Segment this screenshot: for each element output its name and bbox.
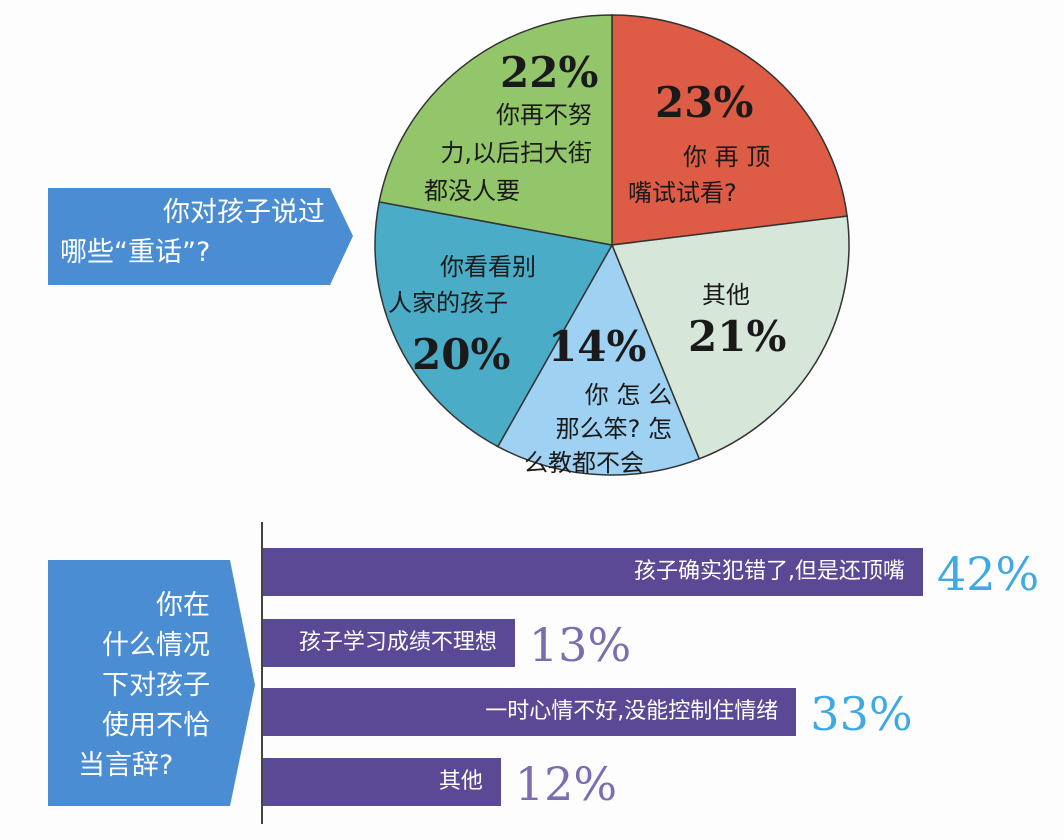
pie-slice [378,14,613,246]
pie-value-23: 23% [655,78,754,127]
pie-slice [610,215,850,460]
pie-label-line: 么教都不会 [524,449,644,477]
pie-label-line: 你 再 顶 [683,143,771,171]
pie-label-line: 你 怎 么 [584,381,672,409]
bar-value-label: 33% [810,687,913,741]
bar-value-label: 42% [936,547,1040,601]
pie-slice [496,243,701,476]
pie-slice [374,201,614,448]
pie-label-line: 嘴试试看? [628,179,737,207]
bar-label: 一时心情不好,没能控制住情绪 [485,699,779,724]
pie-label-line: 那么笨? 怎 [555,415,672,443]
pie-value-22: 22% [500,48,599,97]
bar-label: 孩子确实犯错了,但是还顶嘴 [633,559,905,584]
bar-label: 孩子学习成绩不理想 [298,630,497,655]
pie-label-line: 人家的孩子 [388,289,508,317]
pie-value-21: 21% [688,312,787,361]
bar-label: 其他 [438,769,483,794]
bar-question-line: 下对孩子 [102,670,210,701]
pie-value-20: 20% [412,330,511,379]
bar-axis [261,522,263,824]
pie-value-14: 14% [548,322,647,371]
pie-label-line: 都没人要 [424,177,520,205]
bar-question-line: 你在 [156,590,210,621]
bar: 孩子学习成绩不理想 [263,619,515,667]
pie-chart [374,14,850,476]
bar-question-line: 什么情况 [102,630,210,661]
pie-label-line: 你看看别 [440,253,536,281]
bar: 其他 [263,758,501,806]
bar-value-label: 12% [514,757,618,811]
bar-question-line: 当言辞? [78,750,174,781]
pie-slice [611,14,848,246]
pie-label-line: 你再不努 [496,101,592,129]
bar-question-line: 使用不恰 [102,710,210,741]
bar: 孩子确实犯错了,但是还顶嘴 [263,548,923,596]
bar: 一时心情不好,没能控制住情绪 [263,688,797,736]
pie-question-line-1: 你对孩子说过 [163,197,325,228]
bar-value-label: 13% [528,618,632,672]
question-box-pie [48,188,353,285]
question-box-bar [48,560,255,806]
pie-question-line-2: 哪些“重话”? [60,237,211,268]
pie-label-line: 其他 [702,281,750,309]
pie-label-line: 力,以后扫大街 [440,139,592,167]
